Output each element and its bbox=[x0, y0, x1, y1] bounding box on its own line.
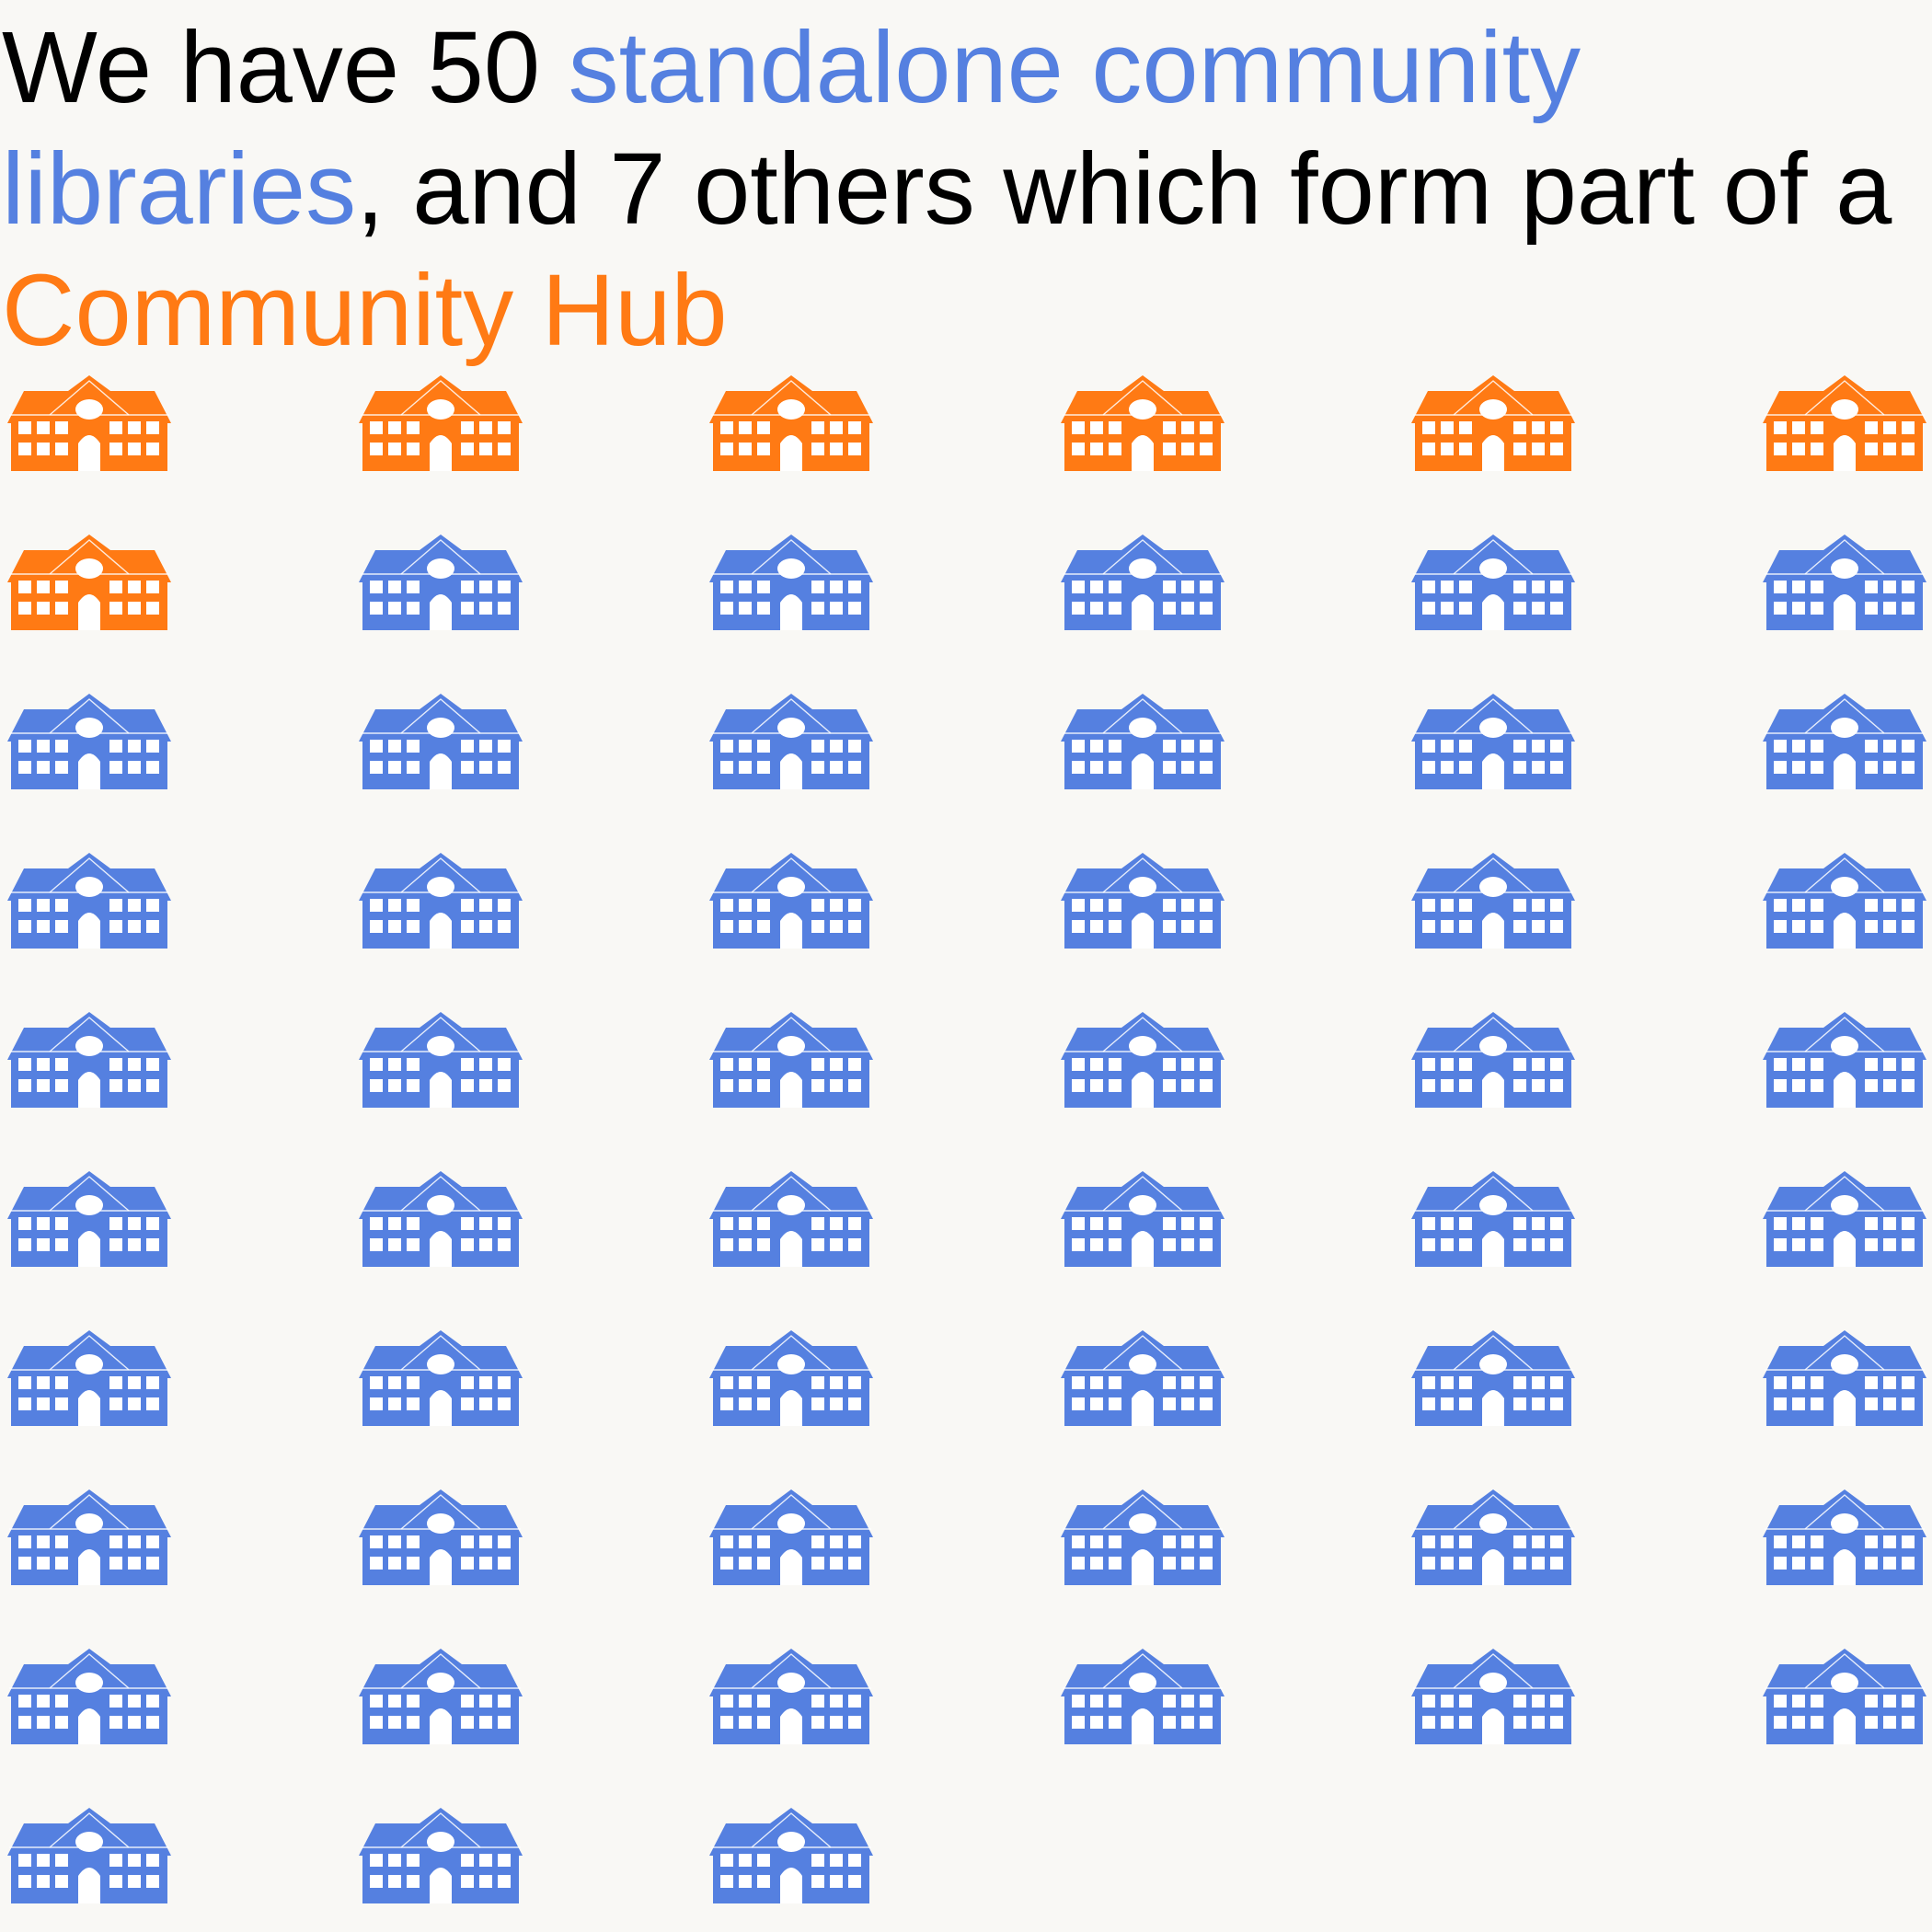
building-icon bbox=[709, 1012, 874, 1108]
building-icon bbox=[7, 1808, 171, 1903]
building-icon bbox=[1763, 1171, 1926, 1267]
headline: We have 50 standalone community librarie… bbox=[2, 7, 1925, 372]
building-icon bbox=[1411, 1649, 1576, 1744]
building-icon bbox=[358, 1808, 523, 1903]
building-icon bbox=[358, 1649, 523, 1744]
building-icon bbox=[358, 1012, 523, 1108]
building-icon bbox=[1060, 1171, 1225, 1267]
building-icon bbox=[1060, 1649, 1225, 1744]
building-icon bbox=[358, 853, 523, 949]
building-icon bbox=[1763, 853, 1926, 949]
building-icon bbox=[709, 1808, 874, 1903]
headline-highlight-standalone: standalone community libraries bbox=[2, 11, 1581, 246]
headline-text-2: , and 7 others which form part of a bbox=[356, 132, 1892, 246]
building-icon bbox=[709, 535, 874, 630]
building-icon bbox=[358, 375, 523, 471]
building-icon bbox=[709, 1330, 874, 1426]
building-icon bbox=[1411, 1489, 1576, 1585]
building-icon bbox=[1060, 1489, 1225, 1585]
headline-text-1: We have 50 bbox=[2, 11, 569, 124]
building-icon bbox=[7, 853, 171, 949]
building-icon bbox=[709, 1171, 874, 1267]
building-icon bbox=[709, 853, 874, 949]
building-icon bbox=[709, 1489, 874, 1585]
building-icon bbox=[1060, 1330, 1225, 1426]
building-icon bbox=[358, 694, 523, 789]
building-icon bbox=[1411, 535, 1576, 630]
building-icon bbox=[1060, 535, 1225, 630]
building-icon bbox=[7, 1330, 171, 1426]
building-icon bbox=[7, 694, 171, 789]
building-icon bbox=[1411, 694, 1576, 789]
headline-highlight-community-hub: Community Hub bbox=[2, 254, 728, 367]
building-icon bbox=[1763, 375, 1926, 471]
building-icon bbox=[1763, 535, 1926, 630]
building-icon bbox=[7, 1171, 171, 1267]
building-icon bbox=[709, 1649, 874, 1744]
building-icon bbox=[1411, 1330, 1576, 1426]
building-icon bbox=[1060, 853, 1225, 949]
building-icon bbox=[1763, 1489, 1926, 1585]
building-icon bbox=[709, 694, 874, 789]
building-icon bbox=[358, 1171, 523, 1267]
building-icon bbox=[358, 1330, 523, 1426]
building-icon bbox=[1411, 1171, 1576, 1267]
building-icon bbox=[1763, 1330, 1926, 1426]
building-icon bbox=[1763, 1649, 1926, 1744]
building-icon bbox=[1411, 375, 1576, 471]
building-icon bbox=[1060, 375, 1225, 471]
building-icon bbox=[1060, 694, 1225, 789]
building-icon bbox=[7, 1649, 171, 1744]
building-icon bbox=[1060, 1012, 1225, 1108]
building-icon bbox=[358, 1489, 523, 1585]
building-icon bbox=[1763, 694, 1926, 789]
building-icon bbox=[709, 375, 874, 471]
building-icon bbox=[7, 1489, 171, 1585]
building-icon bbox=[1411, 1012, 1576, 1108]
building-icon bbox=[7, 535, 171, 630]
building-icon bbox=[358, 535, 523, 630]
building-icon bbox=[7, 375, 171, 471]
building-icon bbox=[1411, 853, 1576, 949]
building-icon bbox=[1763, 1012, 1926, 1108]
building-icon bbox=[7, 1012, 171, 1108]
